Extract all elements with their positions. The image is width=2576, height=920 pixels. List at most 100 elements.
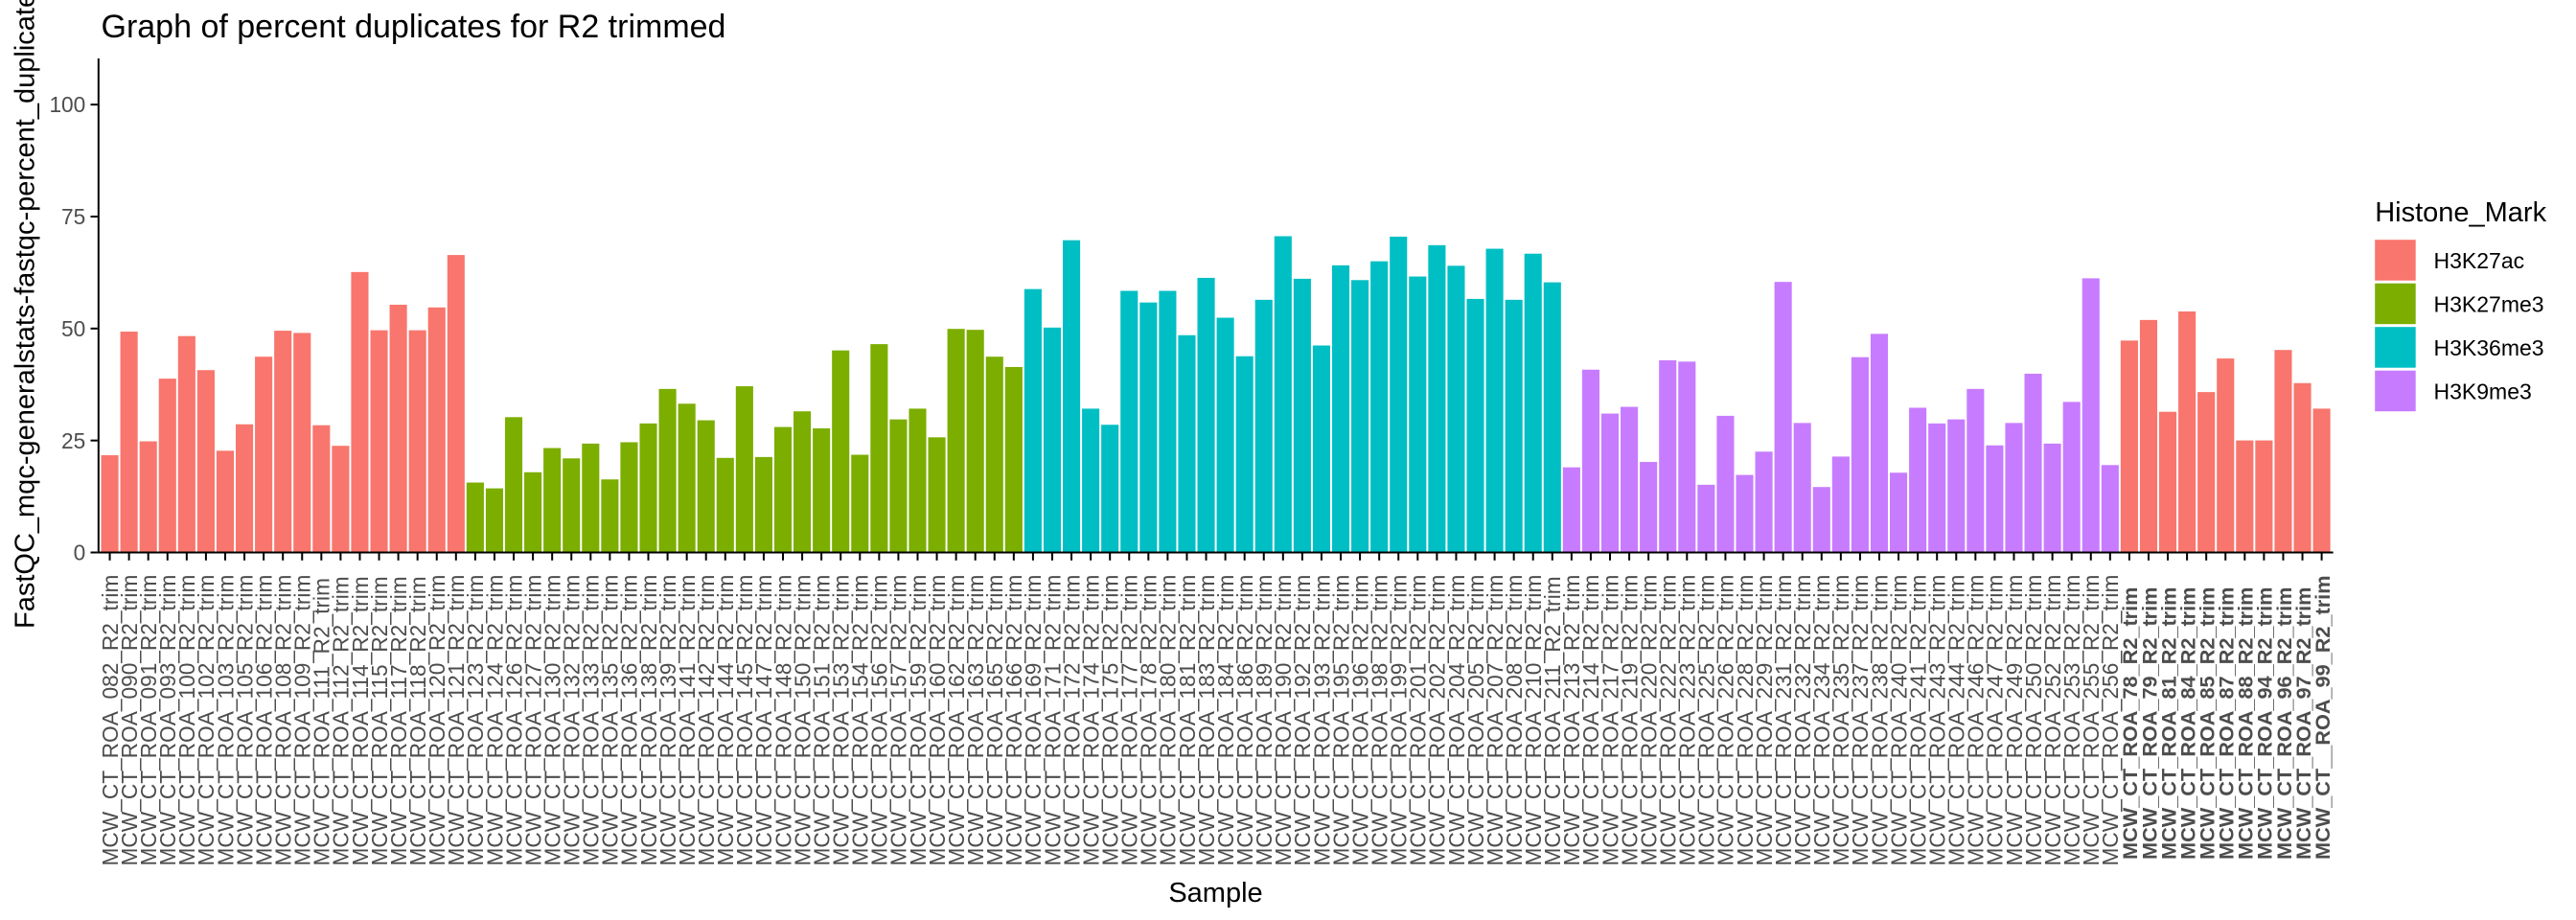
svg-text:MCW_CT_ROA_193_R2_trim: MCW_CT_ROA_193_R2_trim bbox=[1309, 575, 1334, 866]
svg-text:MCW_CT_ROA_184_R2_trim: MCW_CT_ROA_184_R2_trim bbox=[1213, 575, 1238, 866]
svg-text:MCW_CT_ROA_247_R2_trim: MCW_CT_ROA_247_R2_trim bbox=[1983, 575, 2008, 866]
svg-text:MCW_CT_ROA_183_R2_trim: MCW_CT_ROA_183_R2_trim bbox=[1194, 575, 1219, 866]
svg-text:H3K36me3: H3K36me3 bbox=[2434, 335, 2544, 360]
svg-text:75: 75 bbox=[61, 204, 85, 229]
svg-text:MCW_CT_ROA_192_R2_trim: MCW_CT_ROA_192_R2_trim bbox=[1290, 575, 1315, 866]
svg-text:MCW_CT_ROA_109_R2_trim: MCW_CT_ROA_109_R2_trim bbox=[290, 575, 315, 866]
svg-text:MCW_CT_ROA_256_R2_trim: MCW_CT_ROA_256_R2_trim bbox=[2098, 575, 2123, 866]
svg-text:MCW_CT_ROA_210_R2_trim: MCW_CT_ROA_210_R2_trim bbox=[1521, 575, 1546, 866]
svg-text:MCW_CT_ROA_252_R2_trim: MCW_CT_ROA_252_R2_trim bbox=[2040, 575, 2065, 866]
svg-text:MCW_CT_ROA_223_R2_trim: MCW_CT_ROA_223_R2_trim bbox=[1675, 575, 1700, 866]
svg-text:MCW_CT_ROA_246_R2_trim: MCW_CT_ROA_246_R2_trim bbox=[1964, 575, 1989, 866]
svg-text:MCW_CT_ROA_136_R2_trim: MCW_CT_ROA_136_R2_trim bbox=[617, 575, 642, 866]
svg-text:MCW_CT_ROA_178_R2_trim: MCW_CT_ROA_178_R2_trim bbox=[1137, 575, 1162, 866]
svg-text:MCW_CT_ROA_151_R2_trim: MCW_CT_ROA_151_R2_trim bbox=[809, 575, 834, 866]
svg-text:50: 50 bbox=[61, 316, 85, 341]
svg-text:MCW_CT_ROA_132_R2_trim: MCW_CT_ROA_132_R2_trim bbox=[560, 575, 585, 866]
svg-text:MCW_CT_ROA_108_R2_trim: MCW_CT_ROA_108_R2_trim bbox=[270, 575, 295, 866]
svg-text:Histone_Mark: Histone_Mark bbox=[2375, 197, 2546, 228]
svg-text:MCW_CT_ROA_118_R2_trim: MCW_CT_ROA_118_R2_trim bbox=[405, 576, 430, 865]
svg-text:MCW_CT_ROA_211_R2_trim: MCW_CT_ROA_211_R2_trim bbox=[1540, 576, 1565, 865]
svg-text:MCW_CT_ROA_138_R2_trim: MCW_CT_ROA_138_R2_trim bbox=[636, 575, 661, 866]
svg-text:MCW_CT_ROA_154_R2_trim: MCW_CT_ROA_154_R2_trim bbox=[848, 575, 873, 866]
svg-text:25: 25 bbox=[61, 428, 85, 453]
svg-text:MCW_CT_ROA_237_R2_trim: MCW_CT_ROA_237_R2_trim bbox=[1848, 575, 1873, 866]
svg-text:MCW_CT_ROA_162_R2_trim: MCW_CT_ROA_162_R2_trim bbox=[944, 575, 969, 866]
svg-text:FastQC_mqc-generalstats-fastqc: FastQC_mqc-generalstats-fastqc-percent_d… bbox=[11, 0, 41, 629]
svg-text:MCW_CT_ROA_208_R2_trim: MCW_CT_ROA_208_R2_trim bbox=[1502, 575, 1527, 866]
svg-text:MCW_CT_ROA_156_R2_trim: MCW_CT_ROA_156_R2_trim bbox=[867, 575, 892, 866]
svg-text:MCW_CT_ROA_240_R2_trim: MCW_CT_ROA_240_R2_trim bbox=[1886, 575, 1911, 866]
svg-text:MCW_CT_ROA_165_R2_trim: MCW_CT_ROA_165_R2_trim bbox=[982, 575, 1007, 866]
svg-text:MCW_CT_ROA_153_R2_trim: MCW_CT_ROA_153_R2_trim bbox=[829, 575, 854, 866]
svg-text:MCW_CT_ROA_093_R2_trim: MCW_CT_ROA_093_R2_trim bbox=[155, 575, 180, 866]
svg-text:MCW_CT_ROA_196_R2_trim: MCW_CT_ROA_196_R2_trim bbox=[1347, 575, 1372, 866]
svg-text:MCW_CT_ROA_204_R2_trim: MCW_CT_ROA_204_R2_trim bbox=[1444, 575, 1469, 866]
svg-text:Graph of percent duplicates fo: Graph of percent duplicates for R2 trimm… bbox=[102, 9, 726, 45]
svg-text:MCW_CT_ROA_189_R2_trim: MCW_CT_ROA_189_R2_trim bbox=[1252, 575, 1276, 866]
svg-text:MCW_CT_ROA_205_R2_trim: MCW_CT_ROA_205_R2_trim bbox=[1463, 575, 1488, 866]
svg-text:MCW_CT_ROA_84_R2_trim: MCW_CT_ROA_84_R2_trim bbox=[2175, 587, 2199, 860]
svg-text:MCW_CT_ROA_250_R2_trim: MCW_CT_ROA_250_R2_trim bbox=[2021, 575, 2046, 866]
svg-text:MCW_CT_ROA_234_R2_trim: MCW_CT_ROA_234_R2_trim bbox=[1809, 575, 1834, 866]
svg-text:MCW_CT_ROA_186_R2_trim: MCW_CT_ROA_186_R2_trim bbox=[1232, 575, 1257, 866]
svg-text:MCW_CT_ROA_091_R2_trim: MCW_CT_ROA_091_R2_trim bbox=[136, 575, 161, 866]
svg-text:MCW_CT_ROA_94_R2_trim: MCW_CT_ROA_94_R2_trim bbox=[2253, 587, 2277, 860]
svg-text:MCW_CT_ROA_231_R2_trim: MCW_CT_ROA_231_R2_trim bbox=[1771, 575, 1796, 866]
svg-text:MCW_CT_ROA_090_R2_trim: MCW_CT_ROA_090_R2_trim bbox=[117, 575, 142, 866]
svg-text:MCW_CT_ROA_166_R2_trim: MCW_CT_ROA_166_R2_trim bbox=[1001, 575, 1026, 866]
svg-text:MCW_CT_ROA_123_R2_trim: MCW_CT_ROA_123_R2_trim bbox=[463, 575, 488, 866]
svg-text:MCW_CT_ROA_100_R2_trim: MCW_CT_ROA_100_R2_trim bbox=[174, 575, 199, 866]
svg-text:MCW_CT_ROA_135_R2_trim: MCW_CT_ROA_135_R2_trim bbox=[598, 575, 623, 866]
svg-text:MCW_CT_ROA_180_R2_trim: MCW_CT_ROA_180_R2_trim bbox=[1156, 575, 1181, 866]
svg-text:MCW_CT_ROA_175_R2_trim: MCW_CT_ROA_175_R2_trim bbox=[1097, 575, 1122, 866]
svg-text:MCW_CT_ROA_88_R2_trim: MCW_CT_ROA_88_R2_trim bbox=[2234, 587, 2258, 860]
svg-text:MCW_CT_ROA_225_R2_trim: MCW_CT_ROA_225_R2_trim bbox=[1694, 575, 1719, 866]
svg-text:MCW_CT_ROA_174_R2_trim: MCW_CT_ROA_174_R2_trim bbox=[1078, 575, 1103, 866]
svg-text:MCW_CT_ROA_229_R2_trim: MCW_CT_ROA_229_R2_trim bbox=[1752, 575, 1777, 866]
svg-text:MCW_CT_ROA_226_R2_trim: MCW_CT_ROA_226_R2_trim bbox=[1714, 575, 1738, 866]
svg-text:MCW_CT_ROA_141_R2_trim: MCW_CT_ROA_141_R2_trim bbox=[675, 575, 700, 866]
svg-text:MCW_CT_ROA_219_R2_trim: MCW_CT_ROA_219_R2_trim bbox=[1617, 575, 1642, 866]
svg-text:MCW_CT_ROA_198_R2_trim: MCW_CT_ROA_198_R2_trim bbox=[1367, 575, 1392, 866]
svg-text:MCW_CT_ROA_79_R2_trim: MCW_CT_ROA_79_R2_trim bbox=[2137, 587, 2161, 860]
svg-text:MCW_CT_ROA_213_R2_trim: MCW_CT_ROA_213_R2_trim bbox=[1559, 575, 1584, 866]
svg-text:MCW_CT_ROA_199_R2_trim: MCW_CT_ROA_199_R2_trim bbox=[1387, 575, 1412, 866]
svg-text:MCW_CT_ROA_105_R2_trim: MCW_CT_ROA_105_R2_trim bbox=[232, 575, 257, 866]
svg-text:0: 0 bbox=[74, 540, 86, 565]
svg-text:MCW_CT_ROA_235_R2_trim: MCW_CT_ROA_235_R2_trim bbox=[1828, 575, 1853, 866]
svg-text:MCW_CT_ROA_147_R2_trim: MCW_CT_ROA_147_R2_trim bbox=[751, 575, 776, 866]
svg-text:MCW_CT_ROA_139_R2_trim: MCW_CT_ROA_139_R2_trim bbox=[656, 575, 680, 866]
svg-text:MCW_CT_ROA_157_R2_trim: MCW_CT_ROA_157_R2_trim bbox=[886, 575, 911, 866]
svg-text:100: 100 bbox=[49, 92, 85, 117]
svg-text:MCW_CT_ROA_81_R2_trim: MCW_CT_ROA_81_R2_trim bbox=[2156, 587, 2180, 860]
svg-text:MCW_CT_ROA_220_R2_trim: MCW_CT_ROA_220_R2_trim bbox=[1636, 575, 1661, 866]
svg-text:Sample: Sample bbox=[1168, 878, 1262, 908]
svg-text:MCW_CT_ROA_130_R2_trim: MCW_CT_ROA_130_R2_trim bbox=[540, 575, 564, 866]
svg-text:MCW_CT_ROA_160_R2_trim: MCW_CT_ROA_160_R2_trim bbox=[925, 575, 950, 866]
svg-text:MCW_CT_ROA_217_R2_trim: MCW_CT_ROA_217_R2_trim bbox=[1598, 575, 1622, 866]
svg-text:MCW_CT_ROA_133_R2_trim: MCW_CT_ROA_133_R2_trim bbox=[579, 575, 604, 866]
svg-text:MCW_CT_ROA_112_R2_trim: MCW_CT_ROA_112_R2_trim bbox=[329, 576, 354, 865]
svg-text:H3K9me3: H3K9me3 bbox=[2434, 379, 2532, 403]
svg-text:MCW_CT_ROA_195_R2_trim: MCW_CT_ROA_195_R2_trim bbox=[1328, 575, 1353, 866]
svg-text:MCW_CT_ROA_78_R2_trim: MCW_CT_ROA_78_R2_trim bbox=[2118, 587, 2142, 860]
svg-text:MCW_CT_ROA_159_R2_trim: MCW_CT_ROA_159_R2_trim bbox=[906, 575, 931, 866]
svg-text:MCW_CT_ROA_243_R2_trim: MCW_CT_ROA_243_R2_trim bbox=[1925, 575, 1950, 866]
svg-text:MCW_CT_ROA_115_R2_trim: MCW_CT_ROA_115_R2_trim bbox=[367, 576, 392, 865]
svg-text:MCW_CT_ROA_190_R2_trim: MCW_CT_ROA_190_R2_trim bbox=[1271, 575, 1296, 866]
svg-text:MCW_CT_ROA_124_R2_trim: MCW_CT_ROA_124_R2_trim bbox=[482, 575, 507, 866]
svg-text:MCW_CT_ROA_106_R2_trim: MCW_CT_ROA_106_R2_trim bbox=[251, 575, 276, 866]
svg-text:MCW_CT_ROA_117_R2_trim: MCW_CT_ROA_117_R2_trim bbox=[386, 576, 411, 865]
svg-text:MCW_CT_ROA_238_R2_trim: MCW_CT_ROA_238_R2_trim bbox=[1867, 575, 1892, 866]
svg-text:H3K27me3: H3K27me3 bbox=[2434, 291, 2544, 316]
svg-text:MCW_CT_ROA_145_R2_trim: MCW_CT_ROA_145_R2_trim bbox=[732, 575, 757, 866]
svg-text:MCW_CT_ROA_169_R2_trim: MCW_CT_ROA_169_R2_trim bbox=[1021, 575, 1046, 866]
svg-text:MCW_CT_ROA_85_R2_trim: MCW_CT_ROA_85_R2_trim bbox=[2195, 587, 2219, 860]
svg-text:MCW_CT_ROA_214_R2_trim: MCW_CT_ROA_214_R2_trim bbox=[1578, 575, 1603, 866]
svg-text:MCW_CT_ROA_127_R2_trim: MCW_CT_ROA_127_R2_trim bbox=[520, 575, 545, 866]
svg-text:MCW_CT_ROA_222_R2_trim: MCW_CT_ROA_222_R2_trim bbox=[1656, 575, 1681, 866]
svg-text:MCW_CT_ROA_126_R2_trim: MCW_CT_ROA_126_R2_trim bbox=[501, 575, 526, 866]
svg-text:MCW_CT_ROA_148_R2_trim: MCW_CT_ROA_148_R2_trim bbox=[770, 575, 795, 866]
svg-text:H3K27ac: H3K27ac bbox=[2434, 248, 2525, 273]
